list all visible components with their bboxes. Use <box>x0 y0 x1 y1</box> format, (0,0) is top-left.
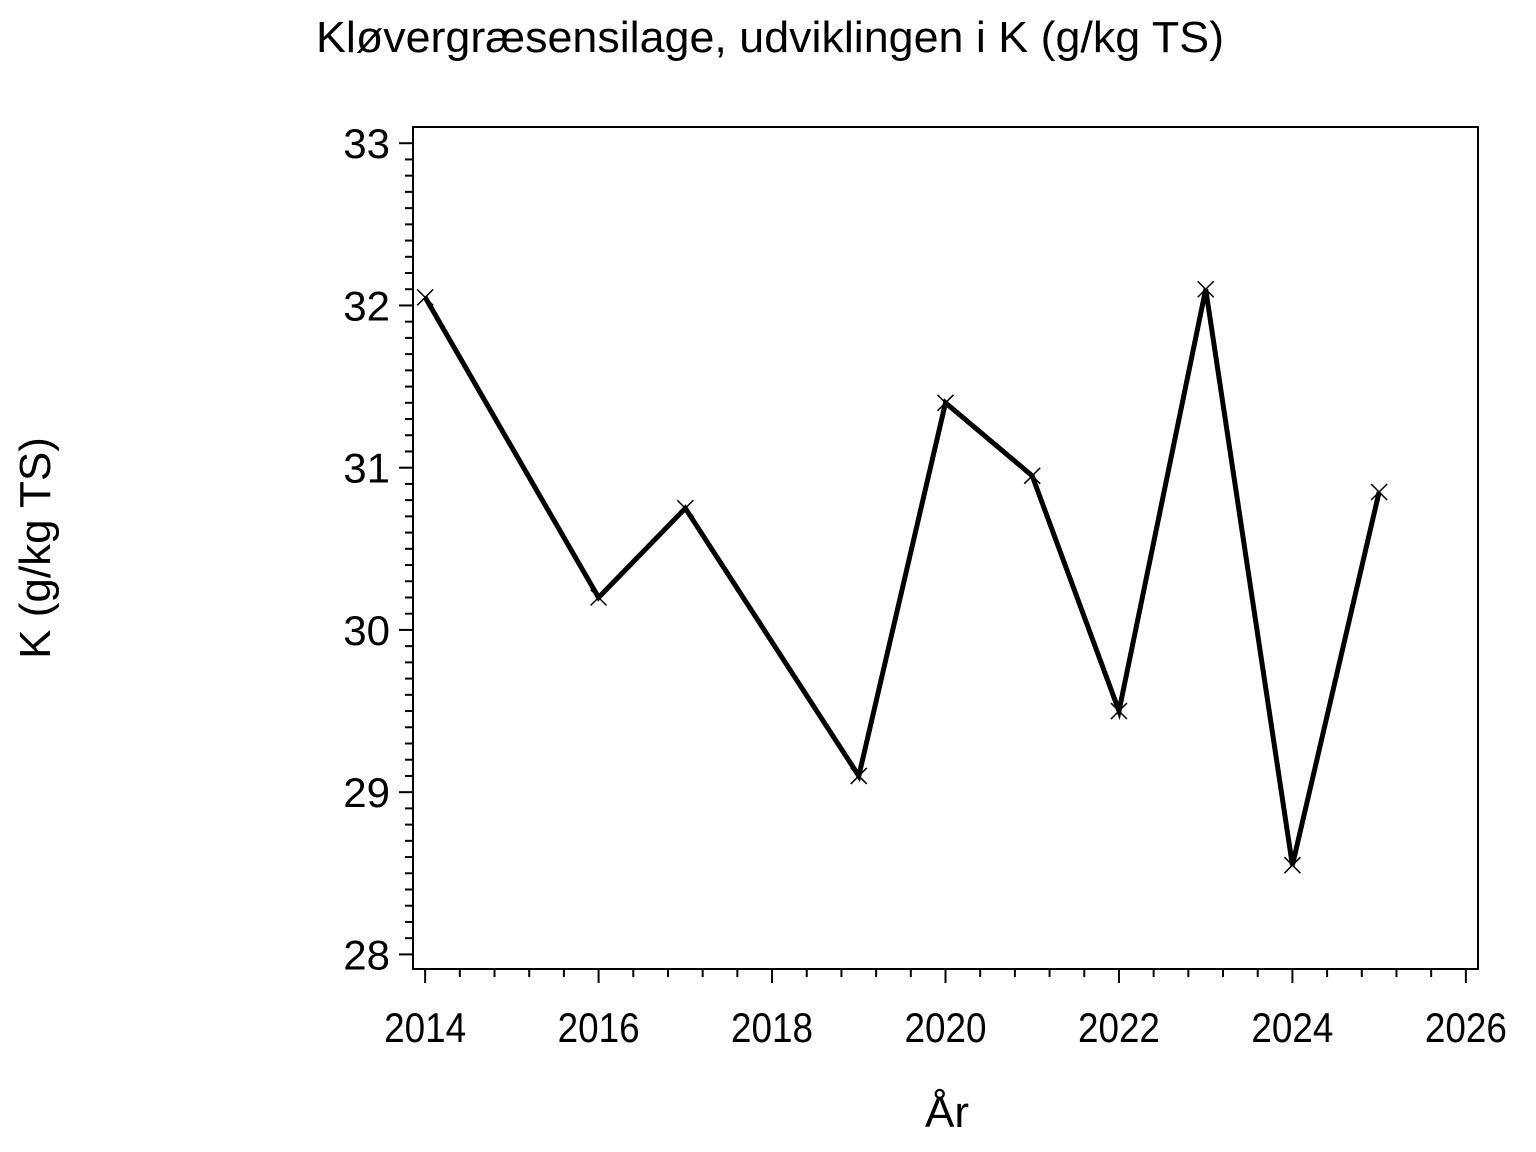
y-tick-label: 33 <box>343 120 390 167</box>
x-tick-label: 2020 <box>905 1004 987 1051</box>
x-tick-label: 2026 <box>1425 1004 1507 1051</box>
y-axis-ticks: 28 29 30 31 32 33 <box>343 120 413 978</box>
chart-title: Kløvergræsensilage, udviklingen i K (g/k… <box>316 13 1224 62</box>
data-point-marker <box>1023 467 1041 485</box>
data-point-marker <box>850 767 868 785</box>
data-point-marker <box>1110 702 1128 720</box>
y-tick-label: 29 <box>343 769 390 816</box>
data-point-marker <box>1283 856 1301 874</box>
x-tick-label: 2016 <box>558 1004 640 1051</box>
data-point-marker <box>676 499 694 517</box>
y-tick-label: 31 <box>343 445 390 492</box>
x-tick-label: 2022 <box>1078 1004 1160 1051</box>
data-point-marker <box>936 394 955 412</box>
data-line <box>422 288 1382 866</box>
data-point-marker <box>416 288 434 306</box>
x-tick-label: 2018 <box>731 1004 813 1051</box>
y-axis-label: K (g/kg TS) <box>11 437 60 659</box>
x-axis-ticks: 2014 2016 2018 2020 2022 2024 2026 <box>384 969 1507 1051</box>
x-tick-label: 2014 <box>384 1004 466 1051</box>
x-tick-label: 2024 <box>1251 1004 1333 1051</box>
y-tick-label: 32 <box>343 282 390 329</box>
data-series <box>416 280 1388 874</box>
y-tick-label: 30 <box>343 607 390 654</box>
data-point-marker <box>1197 280 1215 298</box>
y-tick-label: 28 <box>343 931 390 978</box>
data-point-marker <box>1370 483 1388 501</box>
x-axis-label: År <box>925 1088 969 1137</box>
data-point-marker <box>590 588 608 607</box>
